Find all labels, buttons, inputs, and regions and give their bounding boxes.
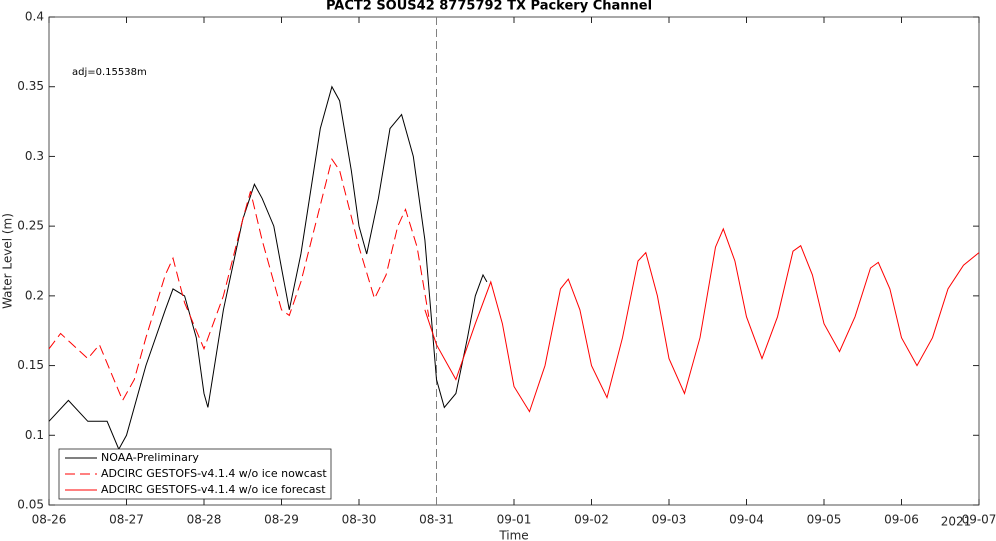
y-tick-label: 0.2 [25, 288, 44, 302]
y-tick-label: 0.3 [25, 149, 44, 163]
x-tick-label: 09-01 [497, 513, 532, 527]
y-tick-label: 0.15 [17, 358, 44, 372]
chart-title: PACT2 SOUS42 8775792 TX Packery Channel [326, 0, 652, 14]
series-line [48, 85, 488, 451]
legend-label: ADCIRC GESTOFS-v4.1.4 w/o ice nowcast [101, 467, 327, 480]
y-tick-label: 0.1 [25, 428, 44, 442]
legend-box [58, 448, 332, 500]
x-tick-label: 08-26 [32, 513, 67, 527]
plot-area [48, 16, 980, 506]
x-axis-label: Time [498, 529, 528, 541]
y-tick-label: 0.25 [17, 219, 44, 233]
y-tick-label: 0.05 [17, 498, 44, 512]
y-tick-label: 0.35 [17, 79, 44, 93]
x-tick-label: 09-03 [652, 513, 687, 527]
x-tick-label: 08-27 [109, 513, 144, 527]
series-line [48, 158, 430, 402]
legend-label: ADCIRC GESTOFS-v4.1.4 w/o ice forecast [101, 483, 326, 496]
y-tick-label: 0.4 [25, 10, 44, 24]
x-tick-label: 08-29 [264, 513, 299, 527]
legend-label: NOAA-Preliminary [101, 451, 199, 464]
series-line [424, 227, 980, 413]
y-axis-label: Water Level (m) [1, 213, 15, 309]
x-tick-label: 09-04 [729, 513, 764, 527]
x-axis-year: 2021 [941, 515, 972, 529]
x-tick-label: 08-30 [342, 513, 377, 527]
x-tick-label: 09-07 [962, 513, 996, 527]
x-tick-label: 09-06 [884, 513, 919, 527]
x-tick-label: 09-05 [807, 513, 842, 527]
x-tick-label: 08-31 [419, 513, 454, 527]
x-tick-label: 09-02 [574, 513, 609, 527]
annotation: adj=0.15538m [72, 67, 147, 78]
x-tick-label: 08-28 [187, 513, 222, 527]
